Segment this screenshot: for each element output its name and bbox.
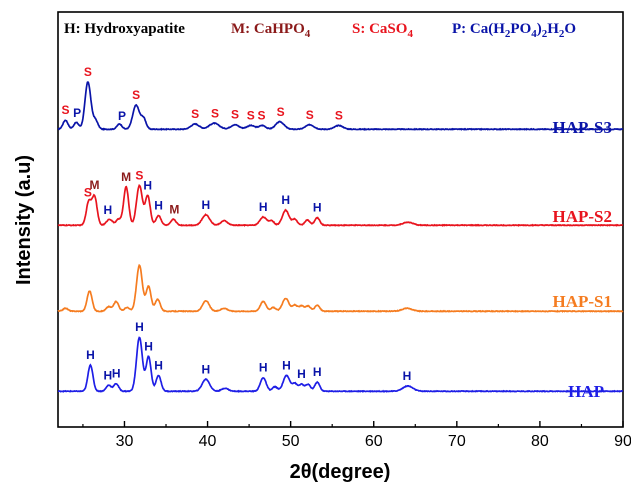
x-axis: 30 40 50 60 70 80 90 xyxy=(82,421,631,450)
x-tick-label-60: 60 xyxy=(365,433,383,450)
legend-entry-S: S: CaSO4 xyxy=(352,21,413,40)
x-tick-label-70: 70 xyxy=(448,433,466,450)
peak-marker-s: S xyxy=(84,65,92,79)
series-hap-s1: HAP-S1 xyxy=(57,263,624,313)
peak-marker-h: H xyxy=(403,369,412,383)
x-axis-title: 2θ(degree) xyxy=(290,461,391,483)
x-tick-label-90: 90 xyxy=(614,433,631,450)
peak-marker-s: S xyxy=(191,107,199,121)
peak-marker-h: H xyxy=(313,365,322,379)
peak-marker-s: S xyxy=(132,88,140,102)
peak-marker-s: S xyxy=(258,108,266,122)
peak-marker-h: H xyxy=(259,200,268,214)
peak-marker-s: S xyxy=(335,109,343,123)
peak-marker-m: M xyxy=(90,178,100,192)
legend-entry-H: H: Hydroxyapatite xyxy=(64,21,185,37)
series-line-hap-s2 xyxy=(57,183,624,227)
plot-frame xyxy=(57,11,624,428)
peak-marker-h: H xyxy=(297,367,306,381)
peak-marker-h: H xyxy=(154,198,163,212)
peak-marker-h: H xyxy=(282,358,291,372)
peak-marker-h: H xyxy=(202,198,211,212)
peak-marker-h: H xyxy=(143,178,152,192)
x-tick-label-40: 40 xyxy=(199,433,217,450)
peak-marker-h: H xyxy=(86,348,95,362)
peak-marker-h: H xyxy=(259,361,268,375)
y-axis-title: Intensity (a.u) xyxy=(13,155,35,285)
peak-marker-m: M xyxy=(169,203,179,217)
series-label-hap-s3: HAP-S3 xyxy=(553,118,613,137)
peak-marker-p: P xyxy=(73,106,81,120)
peak-marker-p: P xyxy=(118,109,126,123)
peak-marker-h: H xyxy=(281,193,290,207)
peak-marker-s: S xyxy=(277,105,285,119)
peak-marker-s: S xyxy=(247,108,255,122)
peak-marker-h: H xyxy=(135,320,144,334)
series-line-hap-s1 xyxy=(57,263,624,313)
peak-marker-s: S xyxy=(84,185,92,199)
series-label-hap-s1: HAP-S1 xyxy=(553,292,613,311)
series-line-hap-s3 xyxy=(57,80,624,131)
peak-marker-h: H xyxy=(202,362,211,376)
peak-marker-s: S xyxy=(61,103,69,117)
peak-marker-s: S xyxy=(306,108,314,122)
peak-marker-h: H xyxy=(104,203,113,217)
x-tick-label-80: 80 xyxy=(531,433,549,450)
x-tick-label-50: 50 xyxy=(282,433,300,450)
peak-marker-h: H xyxy=(144,339,153,353)
series-label-hap-s2: HAP-S2 xyxy=(553,207,613,226)
legend-entry-P: P: Ca(H2PO4)2H2O xyxy=(452,21,576,40)
legend-entry-M: M: CaHPO4 xyxy=(231,21,311,40)
legend: H: Hydroxyapatite M: CaHPO4 S: CaSO4 P: Ca(… xyxy=(64,21,576,40)
peak-marker-h: H xyxy=(112,367,121,381)
peak-marker-h: H xyxy=(104,369,113,383)
peak-marker-s: S xyxy=(231,108,239,122)
peak-marker-h: H xyxy=(313,201,322,215)
peak-marker-s: S xyxy=(211,106,219,120)
x-tick-label-30: 30 xyxy=(116,433,134,450)
series-line-hap xyxy=(57,336,624,393)
peak-marker-m: M xyxy=(121,170,131,184)
peak-marker-s: S xyxy=(135,168,143,182)
peak-marker-h: H xyxy=(154,358,163,372)
series-label-hap: HAP xyxy=(568,382,604,401)
